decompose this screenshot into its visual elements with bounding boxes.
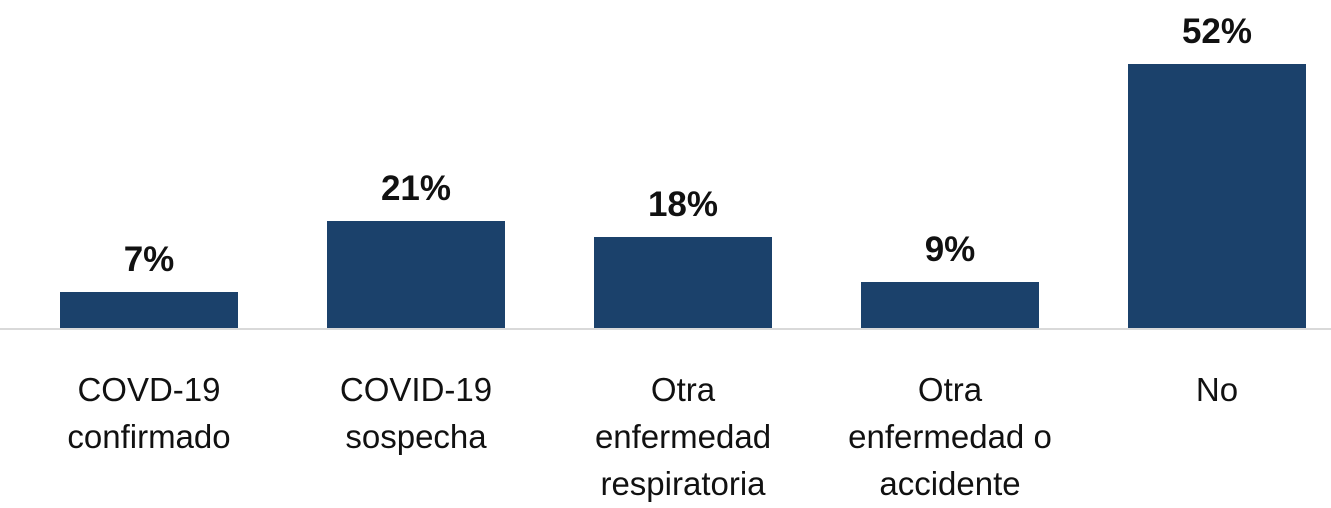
x-tick-label: COVID-19 sospecha [339,371,493,455]
x-tick-label: Otra enfermedad o accidente [848,371,1052,502]
data-label: 7% [123,240,175,280]
bar [327,221,505,328]
data-label: 52% [1181,12,1253,51]
x-tick-label: COVD-19 confirmado [67,371,231,455]
bar [594,236,772,328]
data-label: 21% [380,169,452,209]
x-tick-label: No [1195,371,1239,408]
data-label: 9% [924,230,976,270]
x-tick-label: Otra enfermedad respiratoria [594,371,772,502]
data-label: 18% [647,184,719,224]
bar [861,282,1039,328]
axis-line [0,328,1331,330]
bar [1128,64,1306,328]
bar [60,292,238,328]
